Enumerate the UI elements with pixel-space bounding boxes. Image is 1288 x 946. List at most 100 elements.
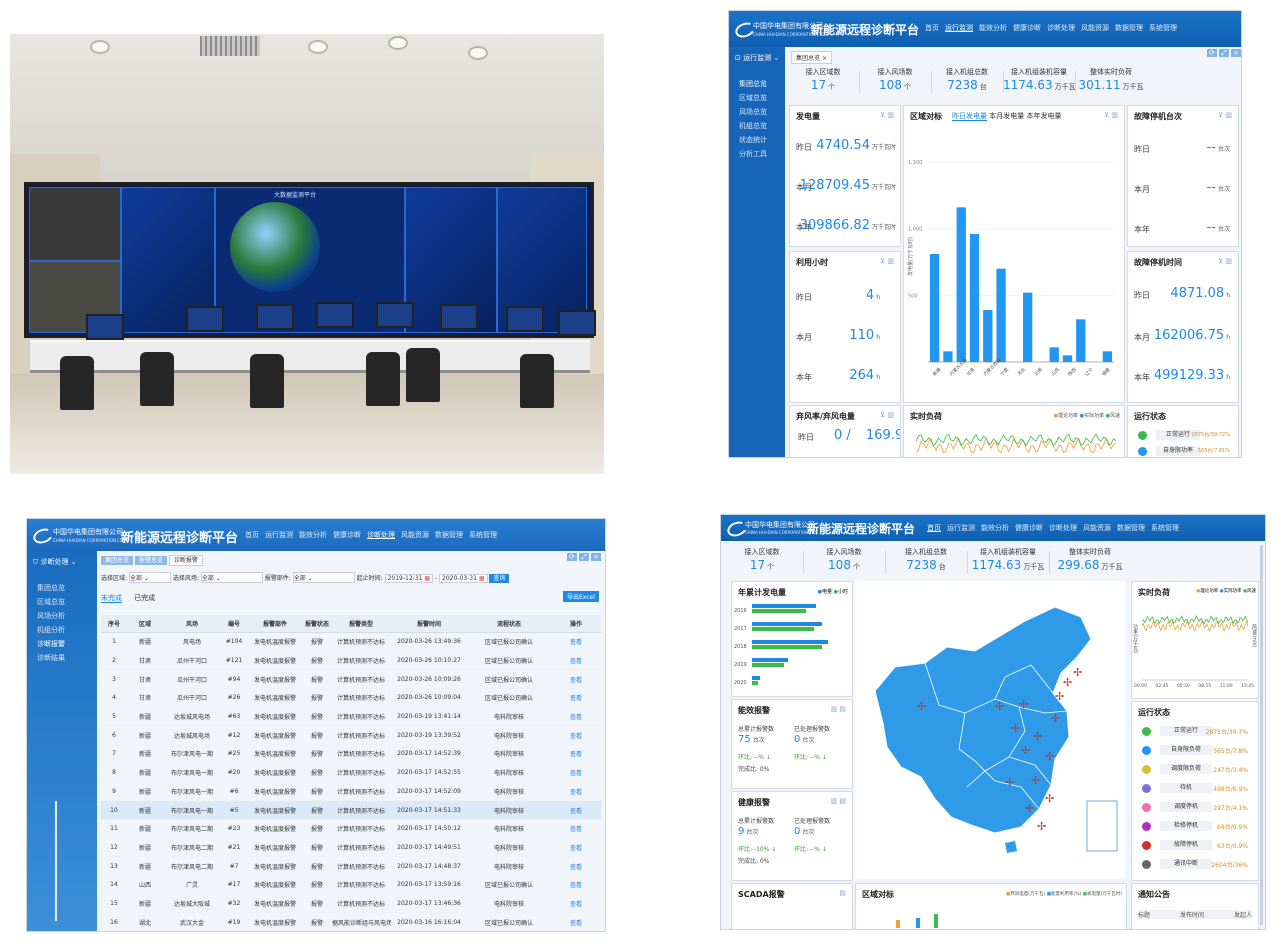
tab-group[interactable]: 集团总览 (101, 556, 134, 565)
menu-system[interactable]: 系统管理 (1149, 24, 1177, 32)
chart-toggle-icon[interactable]: ⊻ ▥ (1218, 257, 1232, 265)
view-link[interactable]: 查看 (551, 856, 601, 876)
sidebar-item-result[interactable]: 诊断结果 (37, 654, 65, 662)
view-link[interactable]: 查看 (551, 688, 601, 708)
menu-wind-resource[interactable]: 风能资源 (1081, 24, 1109, 32)
view-link[interactable]: 查看 (551, 912, 601, 931)
wind-turbine-icon[interactable]: ✢ (1045, 750, 1055, 763)
table-row[interactable]: 8 新疆 布尔津风电一期 #20 发电机温度报警 报警 计算机预测不达标 2020-03-17… (101, 763, 601, 783)
document-icon[interactable]: ▤ (839, 889, 846, 897)
tab-alarm-overview[interactable]: 报警总览 (134, 556, 167, 565)
menu-home[interactable]: 首页 (925, 24, 939, 32)
table-row[interactable]: 10 新疆 布尔津风电一期 #5 发电机温度报警 报警 计算机预测不达标 2020-03-17… (101, 800, 601, 820)
sidebar-item-status[interactable]: 状态统计 (739, 136, 767, 144)
view-link[interactable]: 查看 (551, 838, 601, 858)
table-row[interactable]: 11 新疆 布尔津风电二期 #23 发电机温度报警 报警 计算机预测不达标 2020-03-1… (101, 819, 601, 839)
menu-efficiency[interactable]: 能效分析 (981, 524, 1009, 532)
farm-select[interactable]: 全部 ⌄ (200, 572, 263, 583)
menu-monitor[interactable]: 运行监测 (265, 531, 293, 539)
table-row[interactable]: 9 新疆 布尔津风电一期 #6 发电机温度报警 报警 计算机预测不达标 2020-03-17 … (101, 782, 601, 802)
refresh-icon[interactable]: ⟳ (567, 553, 577, 561)
tab-year[interactable]: 本年发电量 (1026, 112, 1062, 120)
view-link[interactable]: 查看 (551, 744, 601, 764)
table-row[interactable]: 13 新疆 布尔津风电二期 #7 发电机温度报警 报警 计算机预测不达标 2020-03-17… (101, 856, 601, 876)
wind-turbine-icon[interactable]: ✢ (1073, 666, 1083, 679)
chart-toggle-icon[interactable]: ⊻ ▥ (1218, 111, 1232, 119)
menu-home[interactable]: 首页 (245, 531, 259, 539)
sidebar-item-group[interactable]: 集团总览 (739, 80, 767, 88)
view-link[interactable]: 查看 (551, 725, 601, 746)
tab-group-overview[interactable]: 集团总览 × (791, 51, 832, 64)
chart-toggle-icon[interactable]: ⊻ ▥ (880, 411, 894, 419)
wind-turbine-icon[interactable]: ✢ (1045, 792, 1055, 805)
table-row[interactable]: 16 湖北 武汉大金 #19 发电机温度报警 报警 据风能诊断组与风电场 2020-03-16… (101, 912, 601, 931)
chart-toggle-icon[interactable]: ▥ ▤ (830, 797, 846, 805)
view-link[interactable]: 查看 (551, 632, 601, 652)
wind-turbine-icon[interactable]: ✢ (1033, 730, 1043, 743)
chart-toggle-icon[interactable]: ⊻ ▥ (1104, 111, 1118, 119)
menu-data[interactable]: 数据管理 (1117, 524, 1145, 532)
view-link[interactable]: 查看 (551, 819, 601, 839)
chart-toggle-icon[interactable]: ▥ ▤ (830, 705, 846, 713)
wind-turbine-icon[interactable]: ✢ (917, 700, 927, 713)
close-icon[interactable]: × (1230, 49, 1241, 57)
sidebar-section[interactable]: ⛉ 诊断处理 ⌄ (33, 557, 77, 567)
refresh-icon[interactable]: ⟳ (1207, 49, 1217, 57)
table-row[interactable]: 1 新疆 风电场 #104 发电机温度报警 报警 计算机预测不达标 2020-03-26 13… (101, 632, 601, 652)
menu-system[interactable]: 系统管理 (469, 531, 497, 539)
tab-diagnosis-alarm[interactable]: 诊断报警 (168, 555, 203, 566)
wind-turbine-icon[interactable]: ✢ (1055, 690, 1065, 703)
expand-icon[interactable]: ⤢ (579, 553, 589, 561)
wind-turbine-icon[interactable]: ✢ (1011, 722, 1021, 735)
table-row[interactable]: 4 甘肃 瓜州干河口 #26 发电机温度报警 报警 计算机预测不达标 2020-03-26 1… (101, 688, 601, 708)
menu-efficiency[interactable]: 能效分析 (299, 531, 327, 539)
sidebar-item-farm[interactable]: 风场分析 (37, 612, 65, 620)
wind-turbine-icon[interactable]: ✢ (1025, 802, 1035, 815)
view-link[interactable]: 查看 (551, 763, 601, 783)
chart-toggle-icon[interactable]: ⊻ ▥ (880, 111, 894, 119)
menu-wind-resource[interactable]: 风能资源 (1083, 524, 1111, 532)
view-link[interactable]: 查看 (551, 875, 601, 895)
menu-home[interactable]: 首页 (927, 524, 941, 532)
sidebar-item-region[interactable]: 区域总览 (37, 598, 65, 606)
table-row[interactable]: 14 山西 广灵 #17 发电机温度报警 报警 计算机预测不达标 2020-03-17 13:… (101, 875, 601, 895)
menu-system[interactable]: 系统管理 (1151, 524, 1179, 532)
tab-unfinished[interactable]: 未完成 (101, 594, 122, 603)
view-link[interactable]: 查看 (551, 782, 601, 802)
menu-monitor[interactable]: 运行监测 (947, 524, 975, 532)
sidebar-item-group[interactable]: 集团总览 (37, 584, 65, 592)
wind-turbine-icon[interactable]: ✢ (1021, 744, 1031, 757)
menu-health[interactable]: 健康诊断 (333, 531, 361, 539)
menu-efficiency[interactable]: 能效分析 (979, 24, 1007, 32)
table-row[interactable]: 6 新疆 达坂城风电场 #12 发电机温度报警 报警 计算机预测不达标 2020-03-19 … (101, 725, 601, 746)
close-icon[interactable]: × (821, 55, 827, 62)
query-button[interactable]: 查询 (489, 574, 510, 583)
menu-data[interactable]: 数据管理 (1115, 24, 1143, 32)
menu-diagnosis[interactable]: 诊断处理 (1049, 524, 1077, 532)
menu-diagnosis[interactable]: 诊断处理 (367, 531, 395, 539)
wind-turbine-icon[interactable]: ✢ (1031, 774, 1041, 787)
chart-toggle-icon[interactable]: ⊻ ▥ (880, 257, 894, 265)
wind-turbine-icon[interactable]: ✢ (1005, 776, 1015, 789)
region-select[interactable]: 全部 ⌄ (128, 572, 171, 583)
tab-finished[interactable]: 已完成 (134, 594, 156, 602)
menu-wind-resource[interactable]: 风能资源 (401, 531, 429, 539)
view-link[interactable]: 查看 (551, 707, 601, 727)
sidebar-item-unit[interactable]: 机组总览 (739, 122, 767, 130)
table-row[interactable]: 5 新疆 达坂城风电场 #63 发电机温度报警 报警 计算机预测不达标 2020-03-19 … (101, 707, 601, 727)
menu-diagnosis[interactable]: 诊断处理 (1047, 24, 1075, 32)
type-select[interactable]: 全部 ⌄ (292, 572, 355, 583)
view-link[interactable]: 查看 (551, 800, 601, 820)
menu-monitor[interactable]: 运行监测 (945, 24, 973, 32)
tab-month[interactable]: 本月发电量 (989, 112, 1025, 120)
sidebar-section[interactable]: ⊡ 运行监测 ⌄ (735, 53, 779, 63)
sidebar-item-tools[interactable]: 分析工具 (739, 150, 767, 158)
menu-health[interactable]: 健康诊断 (1013, 24, 1041, 32)
table-row[interactable]: 15 新疆 达坂城大阪城 #32 发电机温度报警 报警 计算机预测不达标 2020-03-17… (101, 894, 601, 914)
table-row[interactable]: 7 新疆 布尔津风电一期 #25 发电机温度报警 报警 计算机预测不达标 2020-03-17… (101, 744, 601, 764)
sidebar-item-farm[interactable]: 风场总览 (739, 108, 767, 116)
view-link[interactable]: 查看 (551, 894, 601, 914)
scrollbar[interactable] (1260, 545, 1263, 925)
tab-yesterday[interactable]: 昨日发电量 (952, 112, 987, 121)
date-from-input[interactable]: 2019-12-31 ▦ (384, 574, 434, 583)
